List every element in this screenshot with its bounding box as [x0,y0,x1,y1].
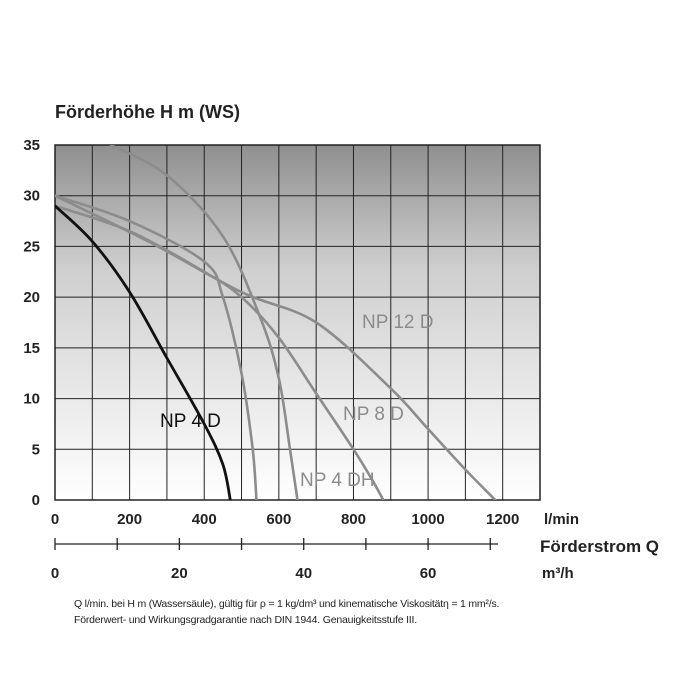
label-np-4-d: NP 4 D [160,411,221,432]
curve-np-4-d [55,204,232,500]
x-secondary-unit: m³/h [542,565,574,582]
y-tick-labels: 0 5 10 15 20 25 30 35 [23,137,40,509]
secondary-x-ticks: 0 20 40 60 [51,538,491,582]
x-tick-label: 600 [266,511,291,528]
y-tick-label: 0 [32,492,40,509]
y-tick-label: 15 [23,340,40,357]
y-tick-label: 25 [23,238,40,255]
x-tick-label: 200 [117,511,142,528]
curve-np-4-dh [55,194,258,500]
footnote-line-1: Q l/min. bei H m (Wassersäule), gültig f… [74,598,500,610]
x-tick-label: 400 [192,511,217,528]
curve-np-8-d [55,204,385,500]
y-tick-label: 35 [23,137,40,154]
x-axis-title: Förderstrom Q [540,537,659,556]
footnote-line-2: Förderwert- und Wirkungsgradgarantie nac… [74,614,417,626]
y-axis-label: Förderhöhe H m (WS) [55,102,240,122]
x-tick-label: 1200 [486,511,519,528]
label-np-8-d: NP 8 D [343,404,404,425]
x-primary-unit: l/min [544,511,579,528]
x-tick-label: 1000 [411,511,444,528]
y-tick-label: 30 [23,188,40,205]
label-np-4-dh: NP 4 DH [300,470,375,491]
pump-curves [55,145,497,500]
curve-unlabeled [109,145,299,500]
horizontal-gridlines [55,195,540,450]
x-tick-labels: 0 200 400 600 800 1000 1200 [51,511,520,528]
x-tick-label: 0 [51,511,59,528]
secondary-tick-label: 40 [295,565,312,582]
secondary-tick-label: 0 [51,565,59,582]
label-np-12-d: NP 12 D [362,312,433,333]
y-tick-label: 20 [23,289,40,306]
secondary-tick-label: 60 [420,565,437,582]
y-tick-label: 10 [23,391,40,408]
plot-area [54,144,541,501]
secondary-tick-label: 20 [171,565,188,582]
y-tick-label: 5 [32,441,40,458]
x-tick-label: 800 [341,511,366,528]
